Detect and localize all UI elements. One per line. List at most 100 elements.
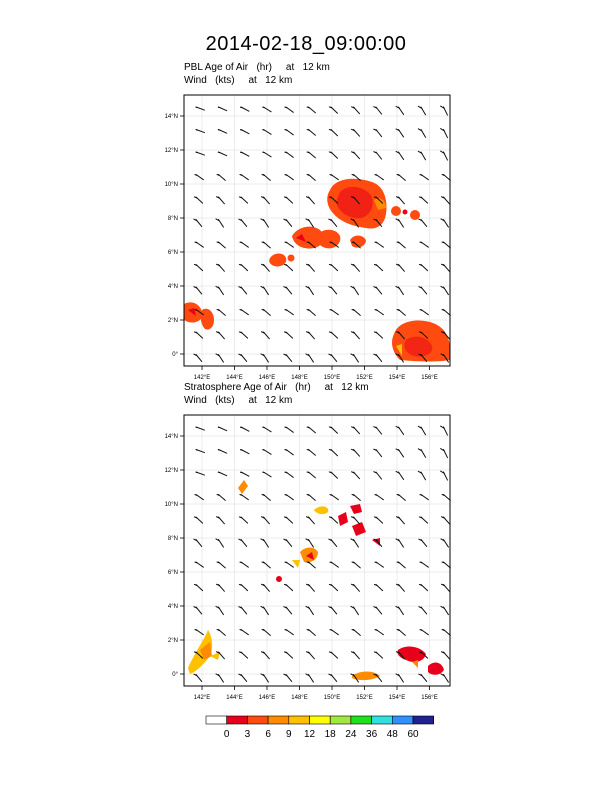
- wind-barb: [395, 128, 405, 138]
- lat-tick-label: 2°N: [168, 638, 178, 644]
- wind-barb: [417, 425, 426, 436]
- wind-barb: [440, 651, 450, 660]
- wind-barb: [195, 471, 205, 476]
- colorbar-label: 36: [366, 729, 378, 740]
- wind-barb: [193, 353, 203, 362]
- strat-patch: [372, 538, 380, 546]
- pbl-title-line1: PBL Age of Air (hr) at 12 km: [184, 62, 330, 73]
- wind-barb: [418, 673, 428, 682]
- wind-barb: [419, 241, 429, 248]
- wind-barb: [239, 129, 250, 135]
- wind-barb: [373, 651, 384, 659]
- wind-barb: [239, 561, 249, 568]
- wind-barb: [373, 286, 383, 295]
- wind-barb: [350, 285, 359, 296]
- wind-barb: [283, 538, 293, 547]
- colorbar-label: 0: [224, 729, 230, 740]
- wind-barb: [215, 583, 225, 592]
- wind-barb: [350, 353, 359, 363]
- wind-barb: [239, 629, 249, 636]
- wind-barb: [373, 583, 384, 592]
- lat-tick-label: 4°N: [168, 604, 178, 610]
- lon-tick-label: 142°E: [194, 375, 210, 381]
- wind-barb: [395, 538, 404, 548]
- wind-barb: [283, 516, 294, 524]
- lat-tick-label: 10°N: [165, 182, 178, 188]
- page-title: 2014-02-18_09:00:00: [205, 33, 407, 55]
- strat-map-frame: [183, 414, 451, 687]
- wind-barb: [418, 583, 429, 592]
- colorbar-swatch: [226, 715, 248, 725]
- wind-barb: [238, 263, 249, 272]
- lat-tick-label: 8°N: [168, 536, 178, 542]
- strat-map-background: [184, 415, 450, 686]
- wind-barb: [283, 331, 294, 339]
- wind-barb: [418, 263, 429, 272]
- wind-barb: [260, 673, 269, 683]
- wind-barb: [215, 538, 224, 548]
- wind-barb: [215, 651, 225, 660]
- wind-barb: [260, 353, 269, 363]
- wind-barb: [440, 605, 449, 616]
- colorbar-swatch: [288, 715, 310, 725]
- wind-barb: [283, 218, 293, 227]
- wind-barb: [395, 605, 404, 616]
- wind-barb: [284, 426, 294, 433]
- wind-barb: [329, 309, 339, 316]
- wind-barb: [261, 241, 271, 249]
- wind-barb: [396, 561, 406, 569]
- wind-barb: [260, 263, 270, 272]
- colorbar-swatch: [391, 715, 414, 725]
- wind-barb: [328, 151, 338, 159]
- wind-barb: [260, 285, 269, 296]
- wind-barb: [306, 471, 316, 479]
- wind-barb: [193, 606, 203, 615]
- wind-barb: [395, 425, 405, 435]
- lon-tick-label: 152°E: [356, 375, 372, 381]
- wind-barb: [328, 673, 338, 682]
- wind-barb: [417, 105, 426, 116]
- wind-barb: [373, 516, 384, 524]
- wind-barb: [374, 629, 384, 636]
- colorbar-swatch: [205, 715, 228, 725]
- wind-barb: [215, 605, 224, 616]
- wind-barb: [215, 673, 224, 683]
- wind-barb: [395, 218, 404, 228]
- wind-barb: [306, 106, 316, 114]
- lat-tick-label: 6°N: [168, 250, 178, 256]
- wind-barb: [373, 538, 383, 547]
- wind-barb: [417, 150, 426, 161]
- pbl-wind-barbs: [193, 105, 451, 363]
- lon-tick-label: 144°E: [226, 695, 242, 701]
- wind-barb: [305, 538, 314, 548]
- lon-tick-label: 148°E: [291, 695, 307, 701]
- wind-barb: [418, 353, 428, 362]
- pbl-plume-west-core: [188, 308, 196, 316]
- colorbar-label: 12: [304, 729, 316, 740]
- lat-tick-label: 12°N: [165, 148, 178, 154]
- wind-barb: [306, 629, 316, 636]
- wind-barb: [216, 494, 226, 501]
- wind-barb: [351, 309, 361, 316]
- strat-patch-west: [188, 630, 213, 674]
- wind-barb: [350, 651, 360, 660]
- pbl-plume-large-edge: [374, 198, 386, 210]
- wind-barb: [440, 673, 449, 683]
- wind-barb: [306, 426, 316, 434]
- colorbar-swatch: [412, 715, 435, 725]
- wind-barb: [216, 309, 226, 316]
- wind-barb: [417, 470, 426, 481]
- wind-barb: [262, 426, 272, 433]
- strat-map-panel: 142°E 144°E 146°E 148°E 150°E 152°E 154°E 156°E…: [165, 414, 451, 701]
- wind-barb: [305, 516, 315, 525]
- wind-barb: [216, 174, 226, 181]
- pbl-plume-southeast-core: [404, 336, 433, 357]
- strat-patch: [338, 512, 348, 526]
- wind-barb: [395, 285, 404, 296]
- wind-barb: [374, 494, 384, 501]
- wind-barb: [193, 651, 204, 659]
- wind-barb: [441, 629, 451, 636]
- wind-barb: [419, 561, 429, 568]
- wind-barb: [262, 471, 272, 478]
